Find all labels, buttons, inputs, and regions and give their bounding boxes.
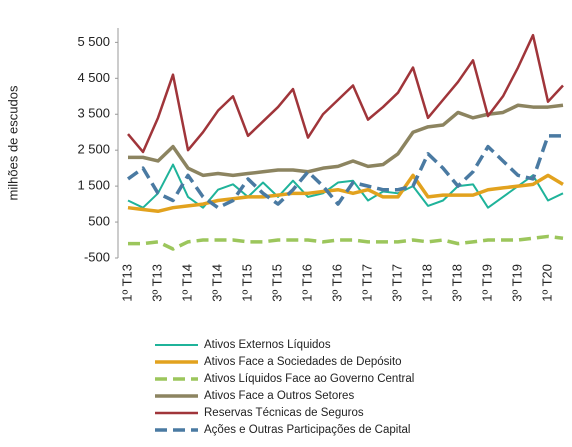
y-axis-label: milhões de escudos [5, 85, 20, 200]
legend-label: Ativos Externos Líquidos [204, 339, 331, 351]
series-line [128, 103, 564, 178]
x-tick-label: 1º T19 [479, 264, 494, 302]
x-tick-label: 3º T17 [389, 264, 404, 302]
x-tick-label: 1º T20 [539, 264, 554, 302]
y-tick-label: 1 500 [77, 178, 110, 193]
x-tick-label: 3º T19 [509, 264, 524, 302]
series-line [126, 134, 563, 210]
x-tick-label: 3º T14 [209, 264, 224, 302]
x-tick-label: 1º T16 [299, 264, 314, 302]
x-tick-label: 3º T18 [449, 264, 464, 302]
y-tick-label: 2 500 [77, 142, 110, 157]
x-tick-label: 1º T17 [359, 264, 374, 302]
series-line [127, 173, 564, 214]
y-tick-label: -500 [84, 249, 110, 264]
legend-label: Ativos Face a Sociedades de Depósito [204, 356, 402, 368]
legend-label: Ativos Face a Outros Setores [204, 390, 354, 402]
y-tick-label: 5 500 [77, 34, 110, 49]
x-tick-label: 3º T13 [149, 264, 164, 302]
series-line [128, 234, 564, 251]
x-tick-label: 1º T18 [419, 264, 434, 302]
y-tick-label: 4 500 [77, 70, 110, 85]
legend-label: Ativos Líquidos Face ao Governo Central [204, 373, 414, 385]
x-tick-label: 1º T13 [119, 264, 134, 302]
x-tick-label: 1º T14 [179, 264, 194, 302]
legend-label: Ações e Outras Participações de Capital [204, 424, 410, 436]
series-line [127, 33, 564, 154]
x-tick-label: 3º T15 [269, 264, 284, 302]
legend-label: Reservas Técnicas de Seguros [204, 407, 364, 419]
y-tick-label: 500 [88, 214, 110, 229]
x-tick-label: 1º T15 [239, 264, 254, 302]
x-tick-label: 3º T16 [329, 264, 344, 302]
y-tick-label: 3 500 [77, 106, 110, 121]
